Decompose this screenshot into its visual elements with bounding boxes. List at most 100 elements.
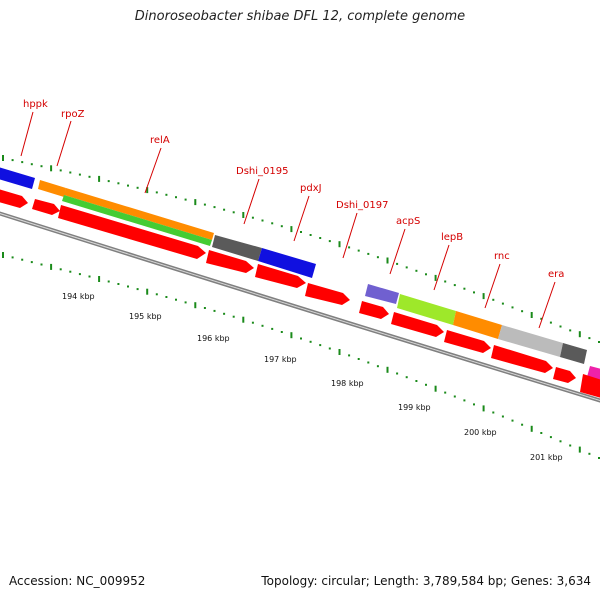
inner-tick [242, 316, 245, 323]
leader-rnc [484, 263, 501, 309]
inner-tick [549, 436, 552, 439]
outer-tick [338, 241, 341, 248]
gene-label-rpoz: rpoZ [61, 109, 85, 120]
inner-tick [155, 293, 158, 296]
outer-tick [578, 331, 581, 338]
inner-tick [165, 296, 168, 298]
outer-tick [290, 226, 293, 233]
inner-tick [425, 383, 427, 386]
outer-tick [357, 249, 360, 252]
kbp-label-201: 201 kbp [530, 453, 563, 462]
cds-arrow [0, 189, 28, 208]
outer-tick [98, 175, 101, 182]
outer-tick [203, 203, 206, 206]
outer-tick [376, 256, 379, 259]
cds-arrow [391, 312, 444, 337]
inner-tick [357, 358, 360, 360]
inner-tick [271, 327, 274, 330]
inner-tick [338, 349, 341, 355]
inner-tick [194, 302, 197, 309]
inner-tick [175, 298, 177, 301]
cds-arrow [580, 374, 600, 398]
cds-arrow [58, 205, 206, 259]
gene-label-dshi0195: Dshi_0195 [236, 166, 288, 177]
gene-label-hppk: hppk [23, 99, 48, 110]
inner-tick [319, 344, 322, 347]
outer-tick [223, 208, 226, 211]
outer-tick [194, 199, 197, 206]
leader-hppk [20, 111, 34, 157]
inner-tick [492, 411, 495, 414]
inner-tick [463, 399, 466, 402]
outer-tick [11, 159, 14, 162]
inner-tick [473, 403, 475, 406]
feature-bar-orange-rnc [453, 311, 502, 339]
kbp-label-197: 197 kbp [264, 355, 297, 364]
outer-tick [598, 341, 600, 343]
inner-tick [598, 457, 600, 459]
feature-bar-darkgray-end [560, 343, 587, 364]
inner-tick [280, 331, 283, 333]
outer-tick [559, 325, 562, 328]
feature-bar-blue-pdxj [258, 248, 316, 278]
outer-tick [328, 240, 331, 243]
outer-tick [386, 257, 389, 264]
gene-label-dshi0197: Dshi_0197 [336, 200, 388, 211]
outer-tick [107, 180, 110, 183]
inner-tick [223, 312, 226, 315]
outer-tick [319, 237, 322, 239]
outer-tick [242, 212, 245, 218]
inner-tick [251, 321, 254, 324]
inner-tick [328, 347, 331, 350]
outer-tick [367, 252, 370, 255]
outer-tick [30, 163, 33, 166]
kbp-label-199: 199 kbp [398, 403, 431, 412]
inner-tick [78, 273, 81, 276]
inner-tick [540, 432, 543, 434]
outer-tick [501, 302, 504, 305]
inner-tick [453, 395, 456, 398]
inner-tick [11, 256, 14, 259]
kbp-label-196: 196 kbp [197, 334, 230, 343]
gene-label-rela: relA [150, 135, 170, 146]
inner-tick-row [2, 252, 600, 459]
outer-tick [348, 246, 351, 249]
outer-tick [396, 262, 399, 265]
outer-tick [280, 225, 283, 228]
inner-tick [117, 283, 120, 285]
outer-tick [117, 182, 120, 185]
inner-tick [107, 280, 110, 283]
feature-bar-blue-hppk [0, 167, 35, 189]
cds-arrow [444, 330, 491, 353]
outer-tick [78, 173, 81, 176]
outer-tick [425, 273, 427, 276]
outer-tick [511, 306, 514, 309]
outer-tick [482, 293, 485, 300]
feature-bar-purple-acps [365, 284, 399, 304]
outer-tick-row [2, 155, 600, 343]
inner-tick [232, 315, 235, 318]
feature-bar-green-relA [62, 195, 212, 246]
outer-tick [309, 234, 312, 236]
leader-rela [144, 147, 162, 194]
outer-tick [21, 161, 24, 164]
genome-backbone-highlight [0, 213, 600, 401]
gene-label-acps: acpS [396, 216, 420, 227]
inner-tick [213, 309, 216, 312]
cds-arrow [32, 199, 60, 215]
outer-tick [251, 216, 254, 219]
inner-tick [300, 337, 302, 340]
inner-tick [578, 446, 581, 453]
inner-tick [69, 270, 72, 273]
kbp-label-194: 194 kbp [62, 292, 95, 301]
genome-summary-text: Topology: circular; Length: 3,789,584 bp… [261, 574, 591, 588]
kbp-label-195: 195 kbp [129, 312, 162, 321]
outer-tick [271, 222, 274, 225]
outer-tick [473, 291, 475, 294]
feature-bar-orange-rpoZ [38, 180, 66, 197]
inner-tick [444, 391, 447, 394]
inner-tick [290, 332, 293, 339]
leader-era [538, 281, 556, 329]
outer-tick [146, 187, 149, 194]
